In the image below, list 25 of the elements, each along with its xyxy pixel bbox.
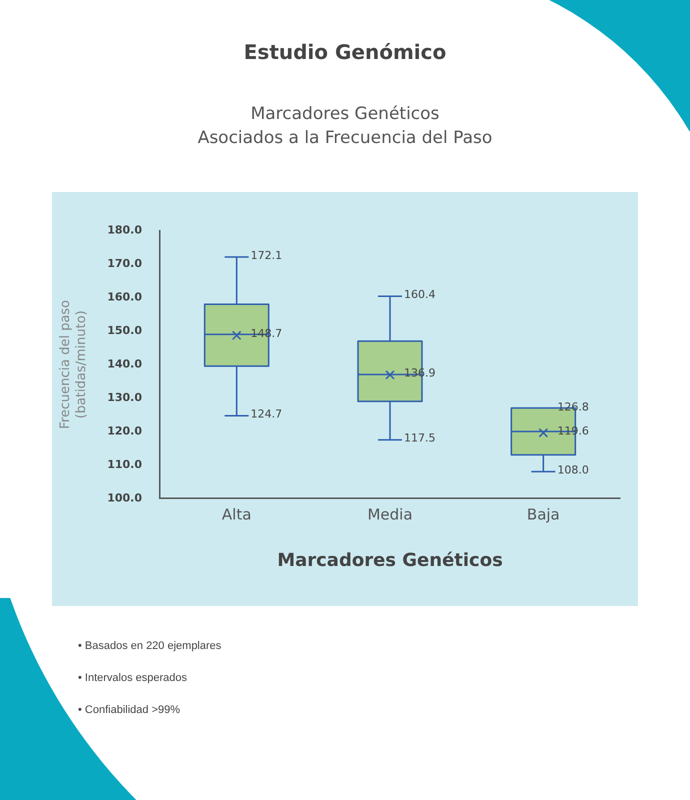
chart-title: Estudio Genómico [242,40,448,64]
annotation: 117.5 [404,432,436,445]
annotation: 160.4 [404,288,436,302]
x-axis-title: Marcadores Genéticos [277,550,503,571]
text: • Basados en 220 ejemplares [78,640,222,654]
annotation: 172.1 [250,248,282,262]
y-tick-label: 130.0 [107,390,142,404]
y-tick-label: 120.0 [107,424,142,438]
chart-subtitle: Marcadores Genéticos Asociados a la Frecuencia del Paso [196,103,494,150]
y-tick-label: 180.0 [107,223,142,236]
annotation: 124.7 [250,408,282,421]
x-tick-label: Alta [222,505,252,524]
y-tick-label: 110.0 [107,458,142,471]
y-tick-label: 100.0 [107,491,142,504]
x-tick-label: Baja [526,505,560,524]
y-tick-label: 160.0 [107,290,142,304]
y-axis-title: Frecuencia del paso (batidas/minuto) [58,300,89,430]
y-tick-label: 150.0 [107,324,142,337]
annotation: 126.8 [557,400,589,414]
y-tick-label: 140.0 [107,357,142,370]
y-tick-label: 170.0 [107,256,142,270]
text: • Intervalos esperados [78,672,188,686]
x-tick-label: Media [367,505,413,524]
text: • Confiabilidad >99% [78,704,182,718]
annotation: 108.0 [557,463,589,476]
